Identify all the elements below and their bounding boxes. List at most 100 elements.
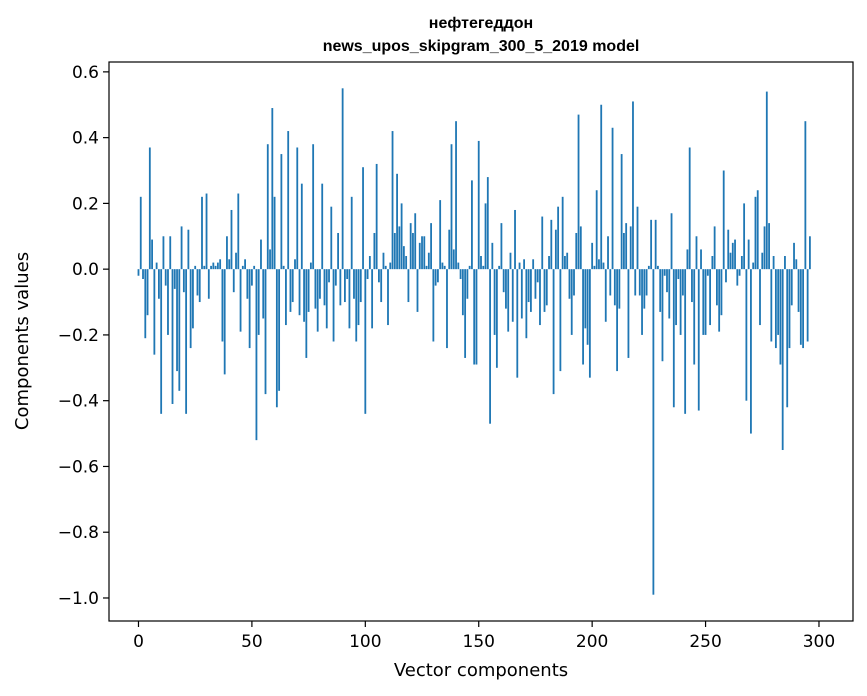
- bar-220: [636, 206, 639, 270]
- y-tick-label: −0.8: [58, 523, 99, 543]
- bar-113: [393, 232, 396, 270]
- bar-199: [588, 269, 591, 378]
- bar-249: [702, 269, 705, 335]
- bar-167: [516, 269, 519, 378]
- bar-36: [219, 259, 222, 270]
- bar-181: [548, 256, 550, 270]
- bar-63: [280, 154, 283, 270]
- bar-227: [652, 269, 655, 595]
- bar-101: [366, 269, 369, 280]
- bar-53: [257, 269, 260, 335]
- bar-134: [441, 262, 444, 270]
- bar-264: [736, 269, 739, 286]
- bar-197: [584, 269, 587, 329]
- bar-126: [423, 236, 426, 270]
- bar-100: [364, 269, 367, 414]
- bar-275: [761, 252, 764, 270]
- bar-47: [244, 259, 246, 270]
- bar-99: [362, 167, 364, 270]
- bar-128: [427, 252, 430, 270]
- bar-49: [248, 269, 251, 349]
- bar-212: [618, 269, 621, 309]
- bar-118: [405, 256, 408, 270]
- bar-78: [314, 269, 317, 309]
- bar-11: [162, 236, 165, 270]
- bar-44: [237, 193, 240, 270]
- bar-177: [539, 269, 541, 326]
- bar-26: [196, 269, 199, 296]
- chart-subtitle: news_upos_skipgram_300_5_2019 model: [323, 38, 640, 55]
- bar-192: [573, 269, 575, 296]
- bar-91: [344, 269, 346, 303]
- bar-104: [373, 232, 376, 270]
- bar-83: [325, 269, 328, 329]
- bar-187: [561, 196, 564, 270]
- bar-170: [523, 259, 525, 270]
- bar-148: [473, 269, 476, 365]
- bar-260: [727, 229, 730, 270]
- bar-236: [672, 269, 675, 408]
- bar-57: [266, 144, 269, 270]
- bar-157: [493, 269, 496, 335]
- bar-86: [332, 269, 335, 342]
- bar-50: [251, 269, 253, 286]
- y-tick-label: 0.4: [72, 129, 99, 149]
- bar-153: [484, 203, 487, 270]
- bar-77: [312, 144, 315, 270]
- bar-112: [391, 131, 394, 270]
- bar-160: [500, 223, 503, 270]
- bar-138: [450, 144, 453, 270]
- bar-152: [482, 265, 485, 270]
- bar-34: [214, 265, 217, 270]
- bar-7: [153, 269, 156, 355]
- bar-119: [407, 269, 410, 303]
- bar-18: [178, 269, 181, 391]
- bar-129: [430, 223, 432, 270]
- bar-241: [684, 269, 687, 414]
- bar-174: [532, 259, 535, 270]
- bar-294: [804, 121, 807, 270]
- bar-116: [400, 203, 403, 270]
- bar-257: [720, 269, 723, 316]
- bar-238: [677, 269, 680, 280]
- bar-8: [155, 262, 158, 270]
- y-tick-label: 0.6: [72, 63, 99, 83]
- bar-237: [675, 269, 677, 326]
- bar-88: [337, 232, 339, 270]
- x-tick-label: 100: [349, 632, 381, 652]
- bar-166: [514, 209, 516, 270]
- bar-22: [187, 229, 190, 270]
- bar-179: [543, 269, 546, 312]
- bar-74: [305, 269, 308, 358]
- bar-293: [802, 269, 804, 349]
- bar-163: [507, 269, 510, 332]
- x-tick-label: 300: [803, 632, 835, 652]
- bar-231: [661, 269, 664, 362]
- bar-135: [443, 265, 446, 270]
- bar-154: [486, 177, 489, 270]
- bar-280: [772, 256, 775, 270]
- bar-221: [638, 269, 641, 296]
- bar-158: [495, 269, 498, 368]
- bar-196: [582, 269, 584, 365]
- bar-24: [192, 269, 194, 329]
- bar-106: [378, 269, 380, 283]
- x-tick-label: 200: [576, 632, 608, 652]
- bar-200: [591, 242, 594, 270]
- bar-85: [330, 206, 333, 270]
- bar-94: [350, 196, 353, 270]
- bar-277: [765, 91, 768, 270]
- plot-frame: [108, 61, 854, 622]
- bar-102: [368, 256, 371, 270]
- bar-274: [759, 269, 761, 326]
- bar-186: [559, 269, 562, 372]
- bar-284: [781, 269, 784, 451]
- bar-253: [711, 256, 714, 270]
- bar-246: [695, 236, 698, 270]
- bar-239: [679, 269, 682, 335]
- bar-281: [774, 269, 777, 349]
- bar-46: [241, 265, 244, 270]
- bar-168: [518, 262, 521, 270]
- bar-141: [457, 262, 460, 270]
- bar-32: [210, 265, 212, 270]
